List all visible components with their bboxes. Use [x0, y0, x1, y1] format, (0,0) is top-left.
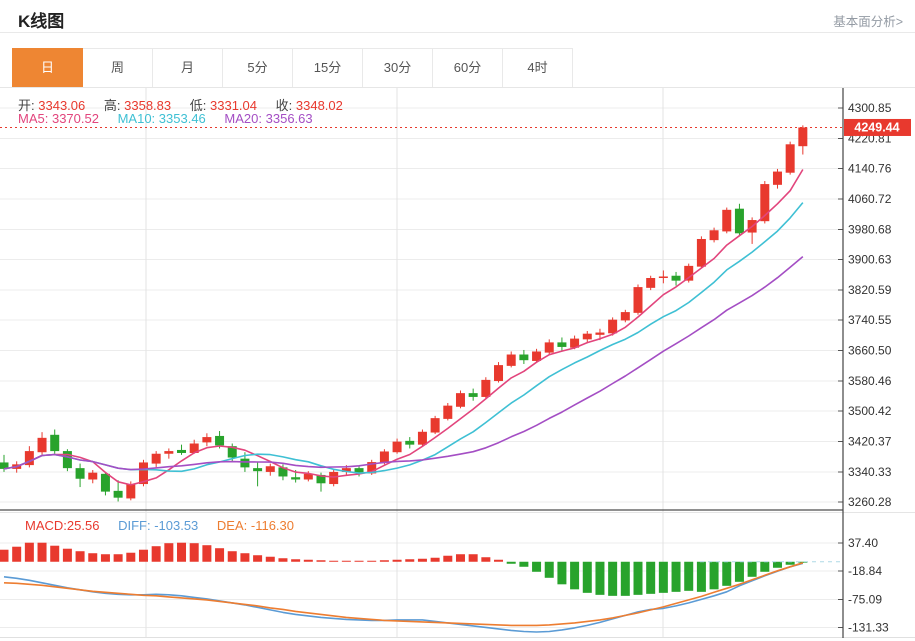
svg-text:3420.37: 3420.37 — [848, 434, 892, 448]
tab-4时[interactable]: 4时 — [503, 48, 573, 87]
vertical-gridlines — [145, 88, 664, 638]
tab-5分[interactable]: 5分 — [223, 48, 293, 87]
ma5-line — [3, 169, 804, 486]
svg-text:-18.84: -18.84 — [848, 564, 882, 578]
tab-60分[interactable]: 60分 — [433, 48, 503, 87]
fundamental-analysis-link[interactable]: 基本面分析> — [833, 15, 903, 29]
price-axis-labels: 4300.854220.814140.764060.723980.683900.… — [848, 101, 892, 509]
candles-layer — [0, 125, 808, 502]
header-divider — [0, 32, 915, 33]
svg-text:3340.33: 3340.33 — [848, 465, 892, 479]
price-gridlines — [0, 107, 843, 503]
tab-周[interactable]: 周 — [83, 48, 153, 87]
svg-text:3660.50: 3660.50 — [848, 344, 892, 358]
current-price-tag: 4249.44 — [844, 118, 911, 136]
svg-text:4060.72: 4060.72 — [848, 192, 892, 206]
chart-area: 4300.85 4220.81 4140.76 4060.72 3980.68 3900.… — [0, 88, 915, 641]
tab-15分[interactable]: 15分 — [293, 48, 363, 87]
svg-text:3580.46: 3580.46 — [848, 374, 892, 388]
svg-text:3260.28: 3260.28 — [848, 495, 892, 509]
period-tabbar: 日周月 5分 15分 30分 60分 4时 — [0, 48, 915, 88]
tab-月[interactable]: 月 — [153, 48, 223, 87]
svg-text:4140.76: 4140.76 — [848, 162, 892, 176]
page-title: K线图 — [18, 12, 65, 31]
ma20-line — [3, 255, 804, 471]
tab-日[interactable]: 日 — [12, 48, 83, 87]
dea-line — [3, 562, 804, 627]
svg-text:3820.59: 3820.59 — [848, 283, 892, 297]
tab-30分[interactable]: 30分 — [363, 48, 433, 87]
macd-histogram — [0, 542, 808, 596]
svg-text:3740.55: 3740.55 — [848, 313, 892, 327]
period-tabs: 日周月 5分 15分 30分 60分 4时 — [12, 48, 915, 87]
svg-text:3900.63: 3900.63 — [848, 253, 892, 267]
svg-text:37.40: 37.40 — [848, 536, 878, 550]
ma10-line — [3, 202, 804, 474]
svg-text:4300.85: 4300.85 — [848, 101, 892, 115]
svg-text:3500.42: 3500.42 — [848, 404, 892, 418]
svg-text:-131.33: -131.33 — [848, 621, 889, 635]
svg-text:-75.09: -75.09 — [848, 592, 882, 606]
kline-chart-canvas[interactable]: 4300.854220.814140.764060.723980.683900.… — [0, 88, 915, 641]
pane-separator — [0, 509, 915, 638]
macd-axis-labels: 37.40 -18.84 -75.09 -131.33 — [848, 536, 889, 635]
svg-text:4249.44: 4249.44 — [854, 120, 899, 134]
svg-text:3980.68: 3980.68 — [848, 222, 892, 236]
